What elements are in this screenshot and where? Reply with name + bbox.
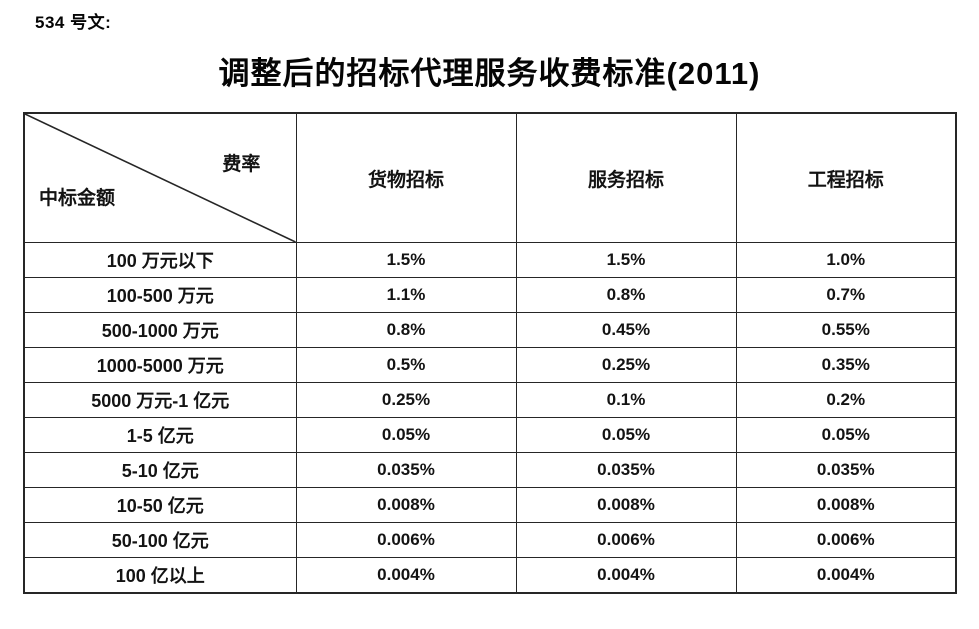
table-row: 1-5 亿元 0.05% 0.05% 0.05% <box>23 417 957 453</box>
fee-cell: 0.1% <box>515 382 737 418</box>
fee-cell: 0.006% <box>295 522 517 558</box>
table-row: 5000 万元-1 亿元 0.25% 0.1% 0.2% <box>23 382 957 418</box>
doc-ref-label: 534 号文: <box>35 13 112 32</box>
fee-cell: 0.008% <box>295 487 517 523</box>
table-row: 100-500 万元 1.1% 0.8% 0.7% <box>23 277 957 313</box>
fee-cell: 1.0% <box>735 242 957 278</box>
fee-cell: 0.004% <box>515 557 737 594</box>
fee-cell: 0.5% <box>295 347 517 383</box>
fee-cell: 0.05% <box>295 417 517 453</box>
fee-cell: 0.25% <box>515 347 737 383</box>
fee-cell: 0.8% <box>515 277 737 313</box>
row-label: 1000-5000 万元 <box>23 347 297 383</box>
fee-cell: 0.004% <box>735 557 957 594</box>
fee-cell: 1.5% <box>515 242 737 278</box>
fee-cell: 0.035% <box>295 452 517 488</box>
row-label: 5-10 亿元 <box>23 452 297 488</box>
fee-cell: 0.004% <box>295 557 517 594</box>
fee-cell: 0.35% <box>735 347 957 383</box>
fee-cell: 0.05% <box>515 417 737 453</box>
table-row: 5-10 亿元 0.035% 0.035% 0.035% <box>23 452 957 488</box>
row-label: 1-5 亿元 <box>23 417 297 453</box>
fee-cell: 0.7% <box>735 277 957 313</box>
row-label: 100 万元以下 <box>23 242 297 278</box>
table-row: 1000-5000 万元 0.5% 0.25% 0.35% <box>23 347 957 383</box>
page-title: 调整后的招标代理服务收费标准(2011) <box>218 56 761 91</box>
fee-cell: 0.55% <box>735 312 957 348</box>
fee-cell: 0.006% <box>735 522 957 558</box>
fee-cell: 0.008% <box>735 487 957 523</box>
fee-cell: 0.006% <box>515 522 737 558</box>
row-label: 10-50 亿元 <box>23 487 297 523</box>
fee-cell: 1.1% <box>295 277 517 313</box>
diagonal-corner-cell: 费率 中标金额 <box>23 112 297 243</box>
column-header-services: 服务招标 <box>515 112 737 243</box>
column-header-engineering: 工程招标 <box>735 112 957 243</box>
fee-cell: 0.035% <box>735 452 957 488</box>
fee-cell: 0.45% <box>515 312 737 348</box>
table-row: 500-1000 万元 0.8% 0.45% 0.55% <box>23 312 957 348</box>
table-header-row: 费率 中标金额 货物招标 服务招标 工程招标 <box>23 112 957 243</box>
fee-cell: 1.5% <box>295 242 517 278</box>
table-row: 50-100 亿元 0.006% 0.006% 0.006% <box>23 522 957 558</box>
table-row: 100 亿以上 0.004% 0.004% 0.004% <box>23 557 957 594</box>
fee-cell: 0.05% <box>735 417 957 453</box>
diagonal-line <box>25 114 296 242</box>
column-header-goods: 货物招标 <box>295 112 517 243</box>
fee-cell: 0.035% <box>515 452 737 488</box>
table-row: 10-50 亿元 0.008% 0.008% 0.008% <box>23 487 957 523</box>
row-label: 100-500 万元 <box>23 277 297 313</box>
fee-cell: 0.8% <box>295 312 517 348</box>
fee-cell: 0.25% <box>295 382 517 418</box>
row-label: 5000 万元-1 亿元 <box>23 382 297 418</box>
row-label: 100 亿以上 <box>23 557 297 594</box>
corner-label-rate: 费率 <box>222 153 261 175</box>
table-row: 100 万元以下 1.5% 1.5% 1.0% <box>23 242 957 278</box>
fee-cell: 0.2% <box>735 382 957 418</box>
fee-cell: 0.008% <box>515 487 737 523</box>
fee-table: 费率 中标金额 货物招标 服务招标 工程招标 100 万元以下 1.5% 1.5… <box>23 112 957 594</box>
row-label: 50-100 亿元 <box>23 522 297 558</box>
corner-label-amount: 中标金额 <box>39 188 116 210</box>
row-label: 500-1000 万元 <box>23 312 297 348</box>
